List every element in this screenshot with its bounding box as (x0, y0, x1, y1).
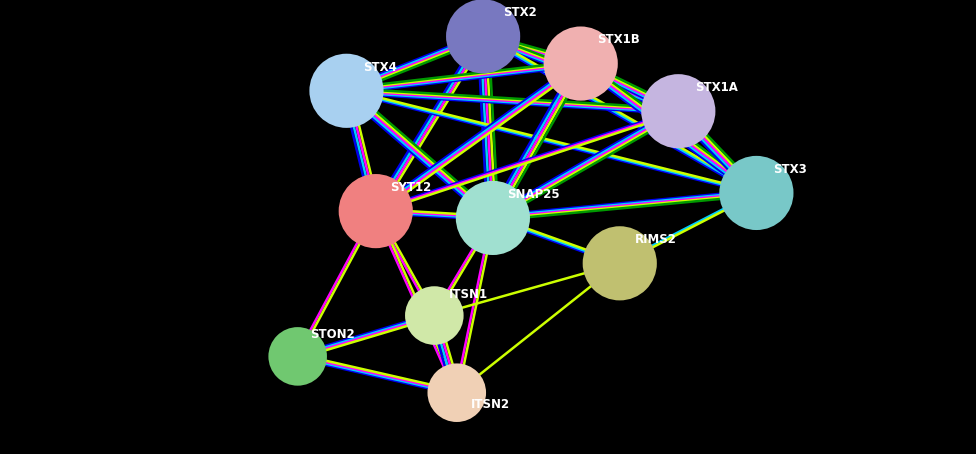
Ellipse shape (641, 74, 715, 148)
Text: RIMS2: RIMS2 (634, 233, 676, 246)
Ellipse shape (405, 286, 464, 345)
Text: SNAP25: SNAP25 (508, 188, 560, 201)
Ellipse shape (446, 0, 520, 74)
Ellipse shape (309, 54, 384, 128)
Text: STX2: STX2 (503, 6, 537, 19)
Text: STX1B: STX1B (597, 33, 640, 46)
Ellipse shape (456, 181, 530, 255)
Ellipse shape (544, 26, 618, 101)
Ellipse shape (339, 174, 413, 248)
Text: ITSN1: ITSN1 (449, 287, 488, 301)
Text: STX3: STX3 (773, 163, 807, 176)
Ellipse shape (719, 156, 793, 230)
Ellipse shape (427, 364, 486, 422)
Text: STX1A: STX1A (695, 81, 738, 94)
Text: STX4: STX4 (363, 60, 397, 74)
Ellipse shape (268, 327, 327, 385)
Text: ITSN2: ITSN2 (470, 398, 509, 411)
Text: STON2: STON2 (310, 328, 355, 341)
Text: SYT12: SYT12 (390, 181, 431, 194)
Ellipse shape (583, 226, 657, 301)
